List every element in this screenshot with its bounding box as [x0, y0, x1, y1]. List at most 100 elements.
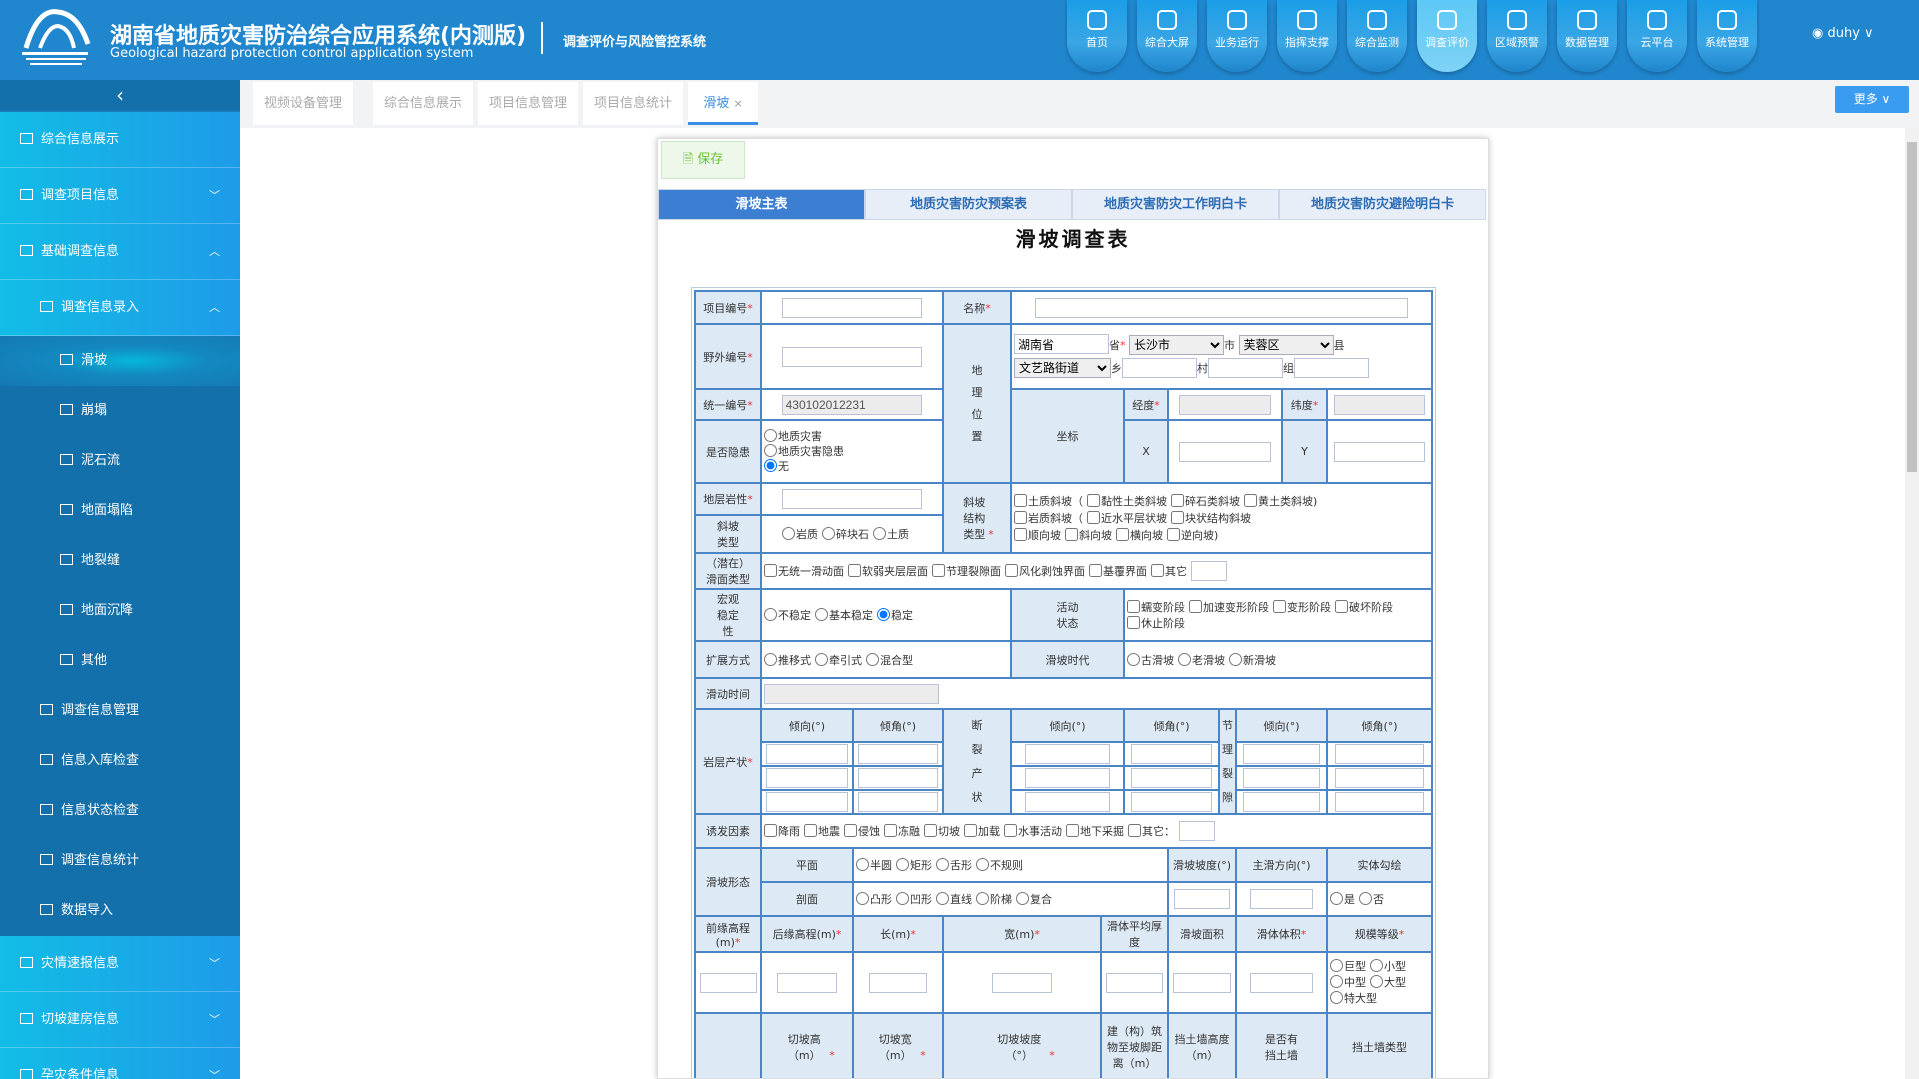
sidebar-item-11[interactable]: 调查信息管理 — [0, 686, 240, 736]
radio[interactable] — [815, 652, 828, 666]
plane_opts-option[interactable]: 矩形 — [896, 858, 932, 872]
radio[interactable] — [1330, 990, 1343, 1004]
checkbox[interactable] — [1151, 564, 1164, 577]
slope-struct-option[interactable]: 岩质斜坡（ — [1014, 510, 1083, 525]
checkbox[interactable] — [848, 564, 861, 577]
checkbox[interactable] — [924, 824, 937, 837]
profile_opts-option[interactable]: 凸形 — [856, 892, 892, 906]
province-input[interactable] — [1014, 334, 1109, 354]
trigger_opts-option[interactable]: 水事活动 — [1004, 824, 1062, 838]
slide_surface_opts-option[interactable]: 无统一滑动面 — [764, 564, 844, 578]
close-icon[interactable]: × — [733, 97, 743, 110]
trigger_opts-option[interactable]: 加载 — [964, 824, 1000, 838]
city-select[interactable]: 长沙市 — [1129, 334, 1224, 355]
stability_opts-option[interactable]: 基本稳定 — [815, 608, 873, 622]
radio[interactable] — [1229, 652, 1242, 666]
radio[interactable] — [976, 858, 989, 871]
nav-settings[interactable]: 系统管理 — [1697, 0, 1757, 72]
radio[interactable] — [1370, 974, 1383, 988]
era_opts-option[interactable]: 古滑坡 — [1127, 652, 1174, 667]
attitude-input[interactable] — [765, 744, 849, 764]
checkbox[interactable] — [1167, 527, 1180, 541]
activity_opts-option[interactable]: 蠕变阶段 — [1127, 600, 1185, 614]
trigger_opts-option[interactable]: 冻融 — [884, 824, 920, 838]
slope-struct-option[interactable]: 逆向坡) — [1167, 527, 1218, 542]
tab-3[interactable]: 项目信息统计 — [583, 82, 683, 125]
scale-option[interactable]: 特大型 — [1330, 990, 1377, 1005]
sidebar-item-13[interactable]: 信息状态检查 — [0, 786, 240, 836]
slope_type_opts-option[interactable]: 岩质 — [782, 527, 818, 541]
attitude-input[interactable] — [857, 768, 939, 788]
project-no-input[interactable] — [781, 297, 923, 318]
era_opts-option[interactable]: 新滑坡 — [1229, 652, 1276, 667]
other-trigger-input[interactable] — [1179, 821, 1215, 841]
slope-struct-option[interactable]: 近水平层状坡 — [1087, 510, 1167, 525]
user-menu[interactable]: ◉ duhy ∨ — [1812, 26, 1874, 41]
checkbox[interactable] — [844, 824, 857, 837]
sidebar-item-2[interactable]: 基础调查信息 ︿ — [0, 224, 240, 280]
sidebar-item-1[interactable]: 调查项目信息 ﹀ — [0, 168, 240, 224]
attitude-input[interactable] — [765, 792, 849, 812]
trigger_opts-option[interactable]: 切坡 — [924, 824, 960, 838]
checkbox[interactable] — [1014, 493, 1027, 507]
attitude-input[interactable] — [857, 744, 939, 764]
fault-input[interactable] — [1131, 768, 1212, 788]
checkbox[interactable] — [884, 824, 897, 837]
scale-option[interactable]: 大型 — [1370, 974, 1406, 989]
trigger_opts-option[interactable]: 其它： — [1128, 824, 1175, 838]
radio[interactable] — [856, 858, 869, 871]
checkbox[interactable] — [1005, 564, 1018, 577]
checkbox[interactable] — [964, 824, 977, 837]
profile_opts-option[interactable]: 凹形 — [896, 892, 932, 906]
sidebar-item-10[interactable]: 其他 — [0, 636, 240, 686]
sidebar-item-14[interactable]: 调查信息统计 — [0, 836, 240, 886]
radio[interactable] — [1330, 892, 1343, 905]
thick-input[interactable] — [1105, 972, 1164, 993]
sidebar-item-18[interactable]: 孕灾条件信息 ﹀ — [0, 1048, 240, 1079]
checkbox[interactable] — [1128, 824, 1141, 837]
slope-struct-option[interactable]: 碎石类斜坡 — [1171, 493, 1240, 508]
radio[interactable] — [764, 652, 777, 666]
y-input[interactable] — [1333, 441, 1426, 462]
sidebar-item-0[interactable]: 综合信息展示 — [0, 112, 240, 168]
tab-0[interactable]: 视频设备管理 — [253, 82, 353, 125]
trigger_opts-option[interactable]: 地下采掘 — [1066, 824, 1124, 838]
nav-business[interactable]: 业务运行 — [1207, 0, 1267, 72]
radio[interactable] — [782, 527, 795, 540]
plane_opts-option[interactable]: 半圆 — [856, 858, 892, 872]
trigger_opts-option[interactable]: 侵蚀 — [844, 824, 880, 838]
latitude-input[interactable] — [1333, 394, 1426, 415]
slope-struct-option[interactable]: 顺向坡 — [1014, 527, 1061, 542]
radio[interactable] — [815, 608, 828, 621]
radio[interactable] — [866, 652, 879, 666]
slope-struct-option[interactable]: 黏性土类斜坡 — [1087, 493, 1167, 508]
era_opts-option[interactable]: 老滑坡 — [1178, 652, 1225, 667]
radio[interactable] — [1359, 892, 1372, 905]
sidebar-item-7[interactable]: 地面塌陷 — [0, 486, 240, 536]
sidebar-item-4[interactable]: 滑坡 — [0, 336, 240, 386]
checkbox[interactable] — [1127, 600, 1140, 613]
width-input[interactable] — [991, 972, 1053, 993]
fault-input[interactable] — [1131, 744, 1212, 764]
rear-el-input[interactable] — [776, 972, 838, 993]
stability_opts-option[interactable]: 稳定 — [877, 608, 913, 622]
field-no-input[interactable] — [781, 346, 923, 367]
checkbox[interactable] — [1244, 493, 1257, 507]
hazard-option[interactable]: 地质灾害隐患 — [764, 444, 844, 458]
checkbox[interactable] — [1116, 527, 1129, 541]
radio[interactable] — [1127, 652, 1140, 666]
profile_opts-option[interactable]: 复合 — [1016, 892, 1052, 906]
other-surface-input[interactable] — [1191, 561, 1227, 581]
tab-1[interactable]: 综合信息展示 — [373, 82, 473, 125]
radio[interactable] — [764, 444, 777, 457]
joint-input[interactable] — [1334, 768, 1425, 788]
radio[interactable] — [1178, 652, 1191, 666]
nav-survey[interactable]: 调查评价 — [1417, 0, 1477, 72]
radio[interactable] — [936, 892, 949, 905]
attitude-input[interactable] — [857, 792, 939, 812]
slide_surface_opts-option[interactable]: 风化剥蚀界面 — [1005, 564, 1085, 578]
volume-input[interactable] — [1249, 972, 1314, 993]
sidebar-item-6[interactable]: 泥石流 — [0, 436, 240, 486]
activity_opts-option[interactable]: 破坏阶段 — [1335, 600, 1393, 614]
nav-command[interactable]: 指挥支撑 — [1277, 0, 1337, 72]
